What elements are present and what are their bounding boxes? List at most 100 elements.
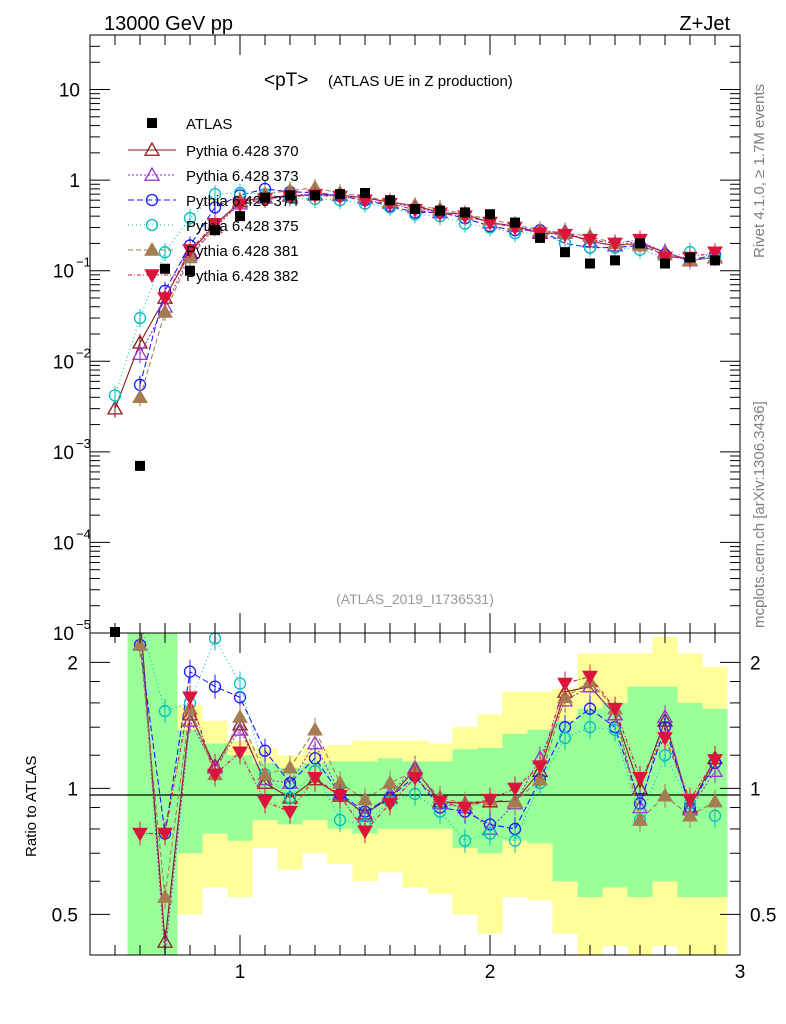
ratio-line-2 [139, 644, 716, 834]
atlas-data-point [610, 255, 620, 266]
series-0-point [106, 400, 124, 415]
ratio-4-point [507, 793, 523, 808]
collision-label: 13000 GeV pp [104, 13, 233, 35]
ratio-4-point [157, 889, 173, 903]
atlas-data-point [460, 207, 470, 218]
ratio-4-point [232, 709, 248, 723]
legend: ATLAS Pythia 6.428 370 Pythia 6.428 373 Pyt… [128, 116, 299, 285]
ratio-tick-label-right: 1 [750, 779, 761, 800]
series-5-point [657, 251, 673, 266]
series-5-point [582, 233, 598, 248]
chart-title: <pT> [264, 70, 308, 91]
ratio-4-point [632, 812, 648, 826]
ratio-tick-label-left: 2 [67, 653, 78, 674]
atlas-data-point [685, 252, 695, 263]
ratio-5-point [382, 797, 398, 812]
ratio-5-point [332, 790, 348, 804]
x-tick-label: 1 [235, 962, 246, 983]
ratio-y-axis-label: Ratio to ATLAS [23, 756, 40, 857]
ratio-5-point [232, 746, 248, 761]
ratio-5-point [707, 754, 723, 768]
atlas-data-point [435, 205, 445, 216]
ratio-5-point [457, 801, 473, 816]
ratio-3-point [158, 704, 172, 718]
ratio-4-point [307, 721, 323, 736]
legend-atlas-label: ATLAS [186, 116, 232, 133]
y-tick-exponent: −5 [76, 617, 91, 632]
green-band-bin [227, 755, 253, 841]
ratio-2-point [183, 665, 197, 678]
atlas-data-point [360, 188, 370, 199]
legend-label-0: Pythia 6.428 370 [186, 143, 299, 160]
atlas-data-point [285, 190, 295, 201]
series-1-point [131, 345, 149, 360]
ratio-2-point [583, 702, 597, 715]
ratio-3-point [558, 731, 572, 745]
legend-label-1: Pythia 6.428 373 [186, 168, 299, 185]
ratio-4-point [357, 791, 373, 806]
ratio-4-point [682, 807, 698, 822]
legend-marker-5 [144, 269, 160, 284]
ratio-3-point [208, 633, 222, 645]
y-tick-label: 10 [53, 533, 74, 554]
main-panel-data [110, 188, 720, 637]
y-tick-exponent: −2 [76, 345, 91, 360]
y-tick-label: 10 [59, 81, 80, 102]
atlas-data-point [235, 211, 245, 222]
ratio-2-point [208, 680, 222, 693]
legend-label-5: Pythia 6.428 382 [186, 268, 299, 285]
atlas-data-point [660, 258, 670, 269]
ratio-tick-label-left: 0.5 [52, 905, 78, 926]
rivet-version-label: Rivet 4.1.0, ≥ 1.7M events [751, 84, 768, 258]
legend-marker-1 [143, 166, 161, 181]
ratio-5-point [607, 702, 623, 717]
series-5-point [207, 217, 223, 232]
atlas-data-point [585, 258, 595, 269]
ratio-5-point [432, 795, 448, 810]
series-5-point [182, 244, 198, 258]
ratio-5-point [507, 782, 523, 797]
series-3-point [183, 212, 197, 225]
y-tick-label: 10 [53, 352, 74, 373]
legend-label-3: Pythia 6.428 375 [186, 218, 299, 235]
y-tick-exponent: −4 [76, 526, 91, 541]
atlas-data-point [210, 225, 220, 236]
ratio-5-point [632, 772, 648, 786]
series-4-point [132, 389, 148, 404]
ratio-line-3 [142, 633, 716, 842]
y-tick-label: 10 [53, 443, 74, 464]
ratio-1-point [231, 721, 249, 736]
ratio-tick-label-left: 1 [67, 779, 78, 800]
legend-label-2: Pythia 6.428 374 [186, 193, 299, 210]
ratio-4-point [657, 787, 673, 802]
atlas-data-point [335, 189, 345, 200]
main-panel-series [106, 178, 724, 418]
ratio-5-point [282, 805, 298, 820]
atlas-data-point [260, 192, 270, 203]
ratio-line-5 [140, 675, 716, 835]
ratio-3-point [483, 827, 497, 840]
ratio-3-point [233, 677, 247, 690]
series-5-point [232, 198, 248, 213]
ratio-tick-label-right: 2 [750, 653, 761, 674]
ratio-line-4 [139, 644, 716, 898]
ratio-4-point [707, 793, 723, 808]
ratio-5-point [682, 793, 698, 808]
process-label: Z+Jet [679, 13, 730, 35]
ratio-4-point [382, 774, 398, 789]
ratio-5-point [132, 827, 148, 842]
atlas-data-point [635, 238, 645, 249]
ratio-5-point [357, 825, 373, 840]
ratio-panel-axes: 0.5 0.5 1 1 2 2 1 2 3 [52, 633, 776, 983]
atlas-data-point [310, 190, 320, 201]
green-band-bin [577, 708, 603, 898]
ratio-1-point [181, 712, 199, 727]
atlas-data-point [410, 203, 420, 214]
analysis-reference: (ATLAS_2019_I1736531) [336, 591, 494, 607]
ratio-4-point [132, 636, 148, 651]
ratio-5-point [307, 772, 323, 786]
series-5-point [157, 292, 173, 306]
ratio-5-point [582, 670, 598, 685]
mcplots-source-label: mcplots.cern.ch [arXiv:1306.3436] [751, 401, 768, 628]
